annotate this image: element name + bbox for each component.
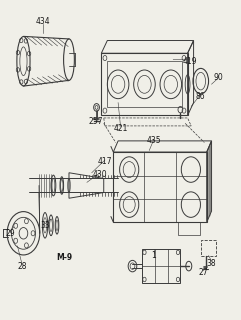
Text: 29: 29: [6, 229, 15, 238]
Text: 257: 257: [88, 117, 103, 126]
Text: 1: 1: [152, 251, 156, 260]
Text: M-9: M-9: [56, 253, 72, 262]
Bar: [201, 240, 216, 256]
Text: 28: 28: [18, 262, 27, 271]
Text: 90: 90: [214, 73, 224, 82]
Text: 38: 38: [207, 259, 216, 268]
Text: 421: 421: [113, 124, 128, 132]
Text: 86: 86: [196, 92, 206, 101]
Text: 430: 430: [93, 170, 107, 179]
Text: 33: 33: [40, 221, 50, 230]
Text: 434: 434: [35, 17, 50, 26]
Text: 27: 27: [198, 268, 208, 277]
Text: 419: 419: [183, 57, 197, 66]
Text: 435: 435: [147, 136, 161, 145]
Bar: [107, 61, 182, 108]
Bar: [178, 222, 200, 235]
Circle shape: [95, 106, 98, 109]
Text: 417: 417: [98, 157, 112, 166]
